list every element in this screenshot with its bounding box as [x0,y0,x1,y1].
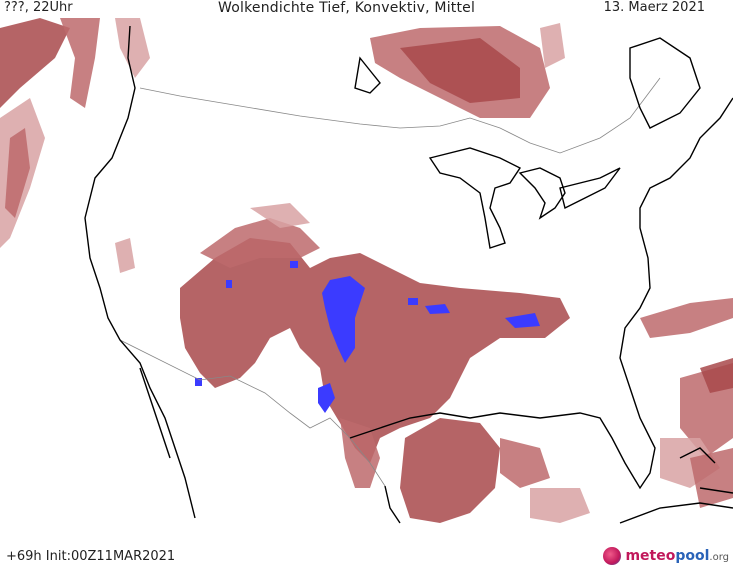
weather-map [0,18,733,525]
mexico-gulf-coast [384,485,401,524]
convective-area-rockies [322,276,365,363]
cloud-cover-layer [0,18,733,523]
brand-logo-link[interactable]: meteopool.org [603,545,729,567]
cloud-area-pacific-nw [0,18,70,108]
mexico-us-border [119,339,386,487]
west-coast [84,25,196,519]
forecast-date: 13. Maerz 2021 [603,0,705,15]
brand-meteo: meteo [625,548,676,564]
map-canvas [0,18,733,525]
cloud-area-southwest [180,238,570,463]
border-layer [119,77,661,487]
cloud-area-atlantic [640,298,733,338]
brand-pool: pool [675,548,710,564]
map-title: Wolkendichte Tief, Konvektiv, Mittel [218,0,476,16]
coastline-layer [84,25,733,524]
meteopool-logo-icon [603,547,622,565]
baja-coast [139,367,171,459]
hudson-bay [354,56,381,94]
brand-org: .org [709,552,729,563]
cloud-area-gulf [400,418,500,523]
header: ???, 22Uhr Wolkendichte Tief, Konvektiv,… [0,0,733,18]
convective-layer [195,261,540,413]
great-lakes-outline [428,147,522,249]
brand-text: meteopool.org [625,548,729,564]
canada-us-border [139,77,661,154]
gulf-coast [349,97,733,490]
footer: +69h Init:00Z11MAR2021 meteopool.org [0,527,733,566]
forecast-time-label: ???, 22Uhr [4,0,73,15]
run-info: +69h Init:00Z11MAR2021 [6,549,176,564]
